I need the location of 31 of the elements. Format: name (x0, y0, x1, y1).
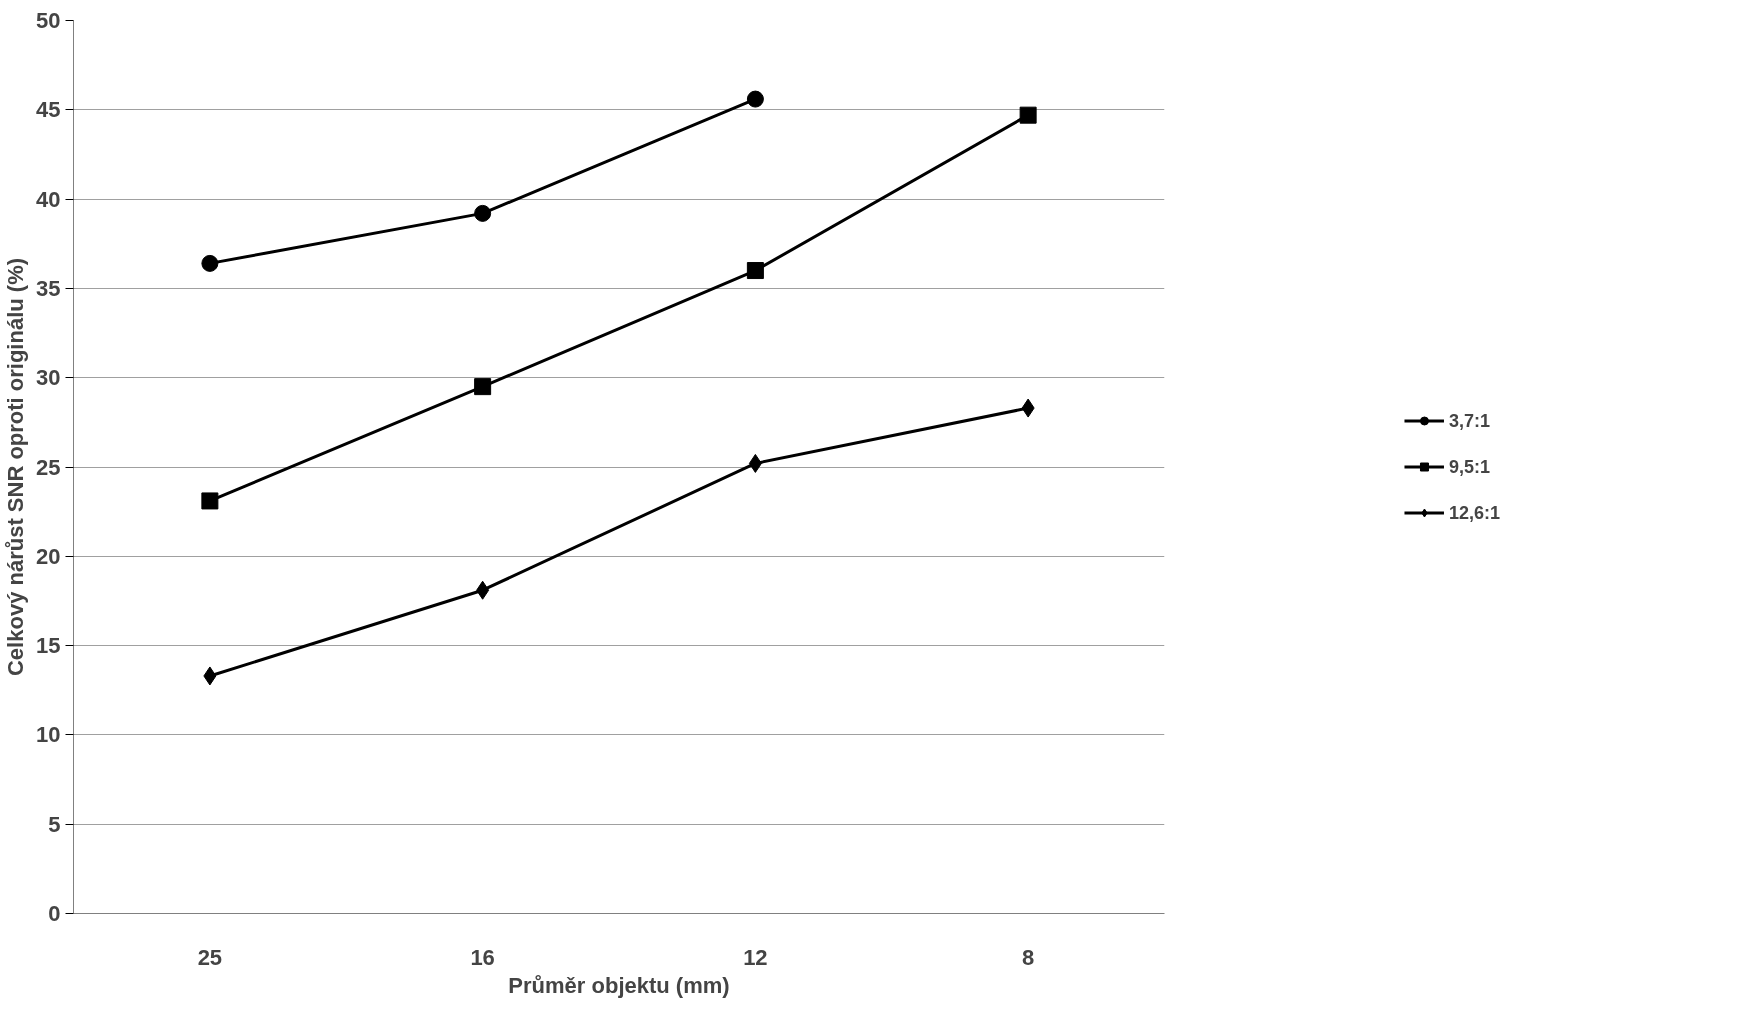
point (474, 378, 492, 396)
point (746, 90, 764, 108)
x-tick-label: 8 (1022, 944, 1035, 970)
x-tick-label: 25 (197, 944, 223, 970)
point (203, 666, 217, 686)
y-tick-label: 20 (36, 543, 61, 569)
y-tick-label: 40 (36, 186, 61, 212)
point (201, 492, 219, 510)
y-axis-title: Celkový nárůst SNR oproti originálu (%) (3, 257, 29, 677)
point (476, 580, 490, 600)
legend-label: 9,5:1 (1448, 456, 1491, 477)
x-tick-label: 12 (743, 944, 768, 970)
y-tick-label: 10 (36, 722, 61, 748)
point (1019, 106, 1037, 124)
point (746, 262, 764, 280)
y-tick-label: 30 (36, 365, 61, 391)
point (748, 453, 762, 473)
legend-label: 3,7:1 (1448, 410, 1491, 431)
y-tick-label: 35 (36, 275, 61, 301)
y-tick-label: 0 (48, 901, 61, 926)
legend-label: 12,6:1 (1448, 502, 1501, 523)
point (1021, 398, 1035, 418)
point (474, 204, 492, 222)
y-tick-label: 45 (36, 97, 61, 123)
y-tick-label: 50 (36, 8, 61, 33)
y-tick-label: 25 (36, 454, 61, 480)
x-axis-title: Průměr objektu (mm) (508, 972, 730, 998)
y-tick-label: 15 (36, 633, 61, 659)
point (201, 254, 219, 272)
x-tick-label: 16 (470, 944, 495, 970)
y-tick-label: 5 (48, 811, 61, 837)
